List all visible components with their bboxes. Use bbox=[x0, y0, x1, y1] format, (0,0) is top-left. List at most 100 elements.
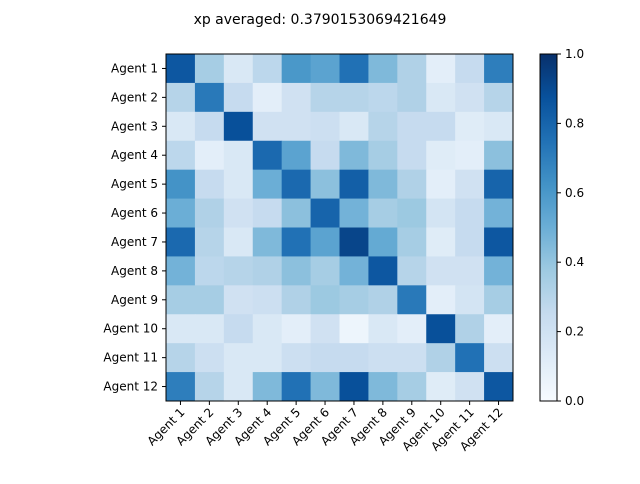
heatmap-cell-r2-c10 bbox=[426, 82, 456, 113]
heatmap-cell-r6-c11 bbox=[455, 198, 485, 228]
heatmap-cell-r2-c8 bbox=[368, 82, 398, 113]
heatmap-cell-r3-c1 bbox=[166, 111, 196, 142]
heatmap-cell-r3-c10 bbox=[426, 111, 456, 142]
colorbar-tick-label: 0.4 bbox=[565, 255, 584, 269]
heatmap-cell-r7-c5 bbox=[281, 227, 312, 257]
heatmap-cell-r3-c6 bbox=[310, 111, 340, 142]
y-tick-label: Agent 11 bbox=[103, 351, 158, 365]
heatmap-cell-r6-c8 bbox=[368, 198, 398, 228]
heatmap-cell-r5-c3 bbox=[223, 169, 254, 200]
heatmap-cell-r4-c2 bbox=[194, 140, 225, 171]
colorbar-tick-label: 0.2 bbox=[565, 325, 584, 339]
y-tick-label: Agent 3 bbox=[111, 119, 158, 133]
heatmap-cell-r6-c9 bbox=[397, 198, 427, 228]
heatmap-cell-r6-c1 bbox=[166, 198, 196, 228]
heatmap-cell-r11-c12 bbox=[484, 343, 514, 373]
heatmap-cell-r10-c5 bbox=[281, 314, 312, 344]
heatmap-cell-r11-c3 bbox=[223, 343, 254, 373]
heatmap-cell-r4-c11 bbox=[455, 140, 485, 171]
heatmap-cell-r2-c5 bbox=[281, 82, 312, 113]
heatmap-cell-r11-c9 bbox=[397, 343, 427, 373]
heatmap-cell-r8-c4 bbox=[252, 256, 283, 286]
heatmap-cell-r8-c11 bbox=[455, 256, 485, 286]
heatmap-cell-r2-c11 bbox=[455, 82, 485, 113]
heatmap-cells bbox=[166, 54, 514, 402]
y-tick-label: Agent 7 bbox=[111, 235, 158, 249]
heatmap-cell-r7-c1 bbox=[166, 227, 196, 257]
chart-title: xp averaged: 0.3790153069421649 bbox=[194, 12, 447, 28]
heatmap-cell-r7-c2 bbox=[194, 227, 225, 257]
heatmap-cell-r5-c1 bbox=[166, 169, 196, 200]
heatmap-cell-r1-c10 bbox=[426, 54, 456, 84]
heatmap-cell-r6-c2 bbox=[194, 198, 225, 228]
heatmap-cell-r12-c8 bbox=[368, 372, 398, 402]
heatmap-cell-r5-c7 bbox=[339, 169, 369, 200]
heatmap-cell-r9-c12 bbox=[484, 285, 514, 315]
heatmap-cell-r3-c4 bbox=[252, 111, 283, 142]
heatmap-cell-r2-c3 bbox=[223, 82, 254, 113]
heatmap-cell-r2-c7 bbox=[339, 82, 369, 113]
heatmap-cell-r11-c2 bbox=[194, 343, 225, 373]
heatmap-cell-r7-c6 bbox=[310, 227, 340, 257]
heatmap-cell-r6-c12 bbox=[484, 198, 514, 228]
colorbar-tick-label: 1.0 bbox=[565, 47, 584, 61]
heatmap-cell-r6-c4 bbox=[252, 198, 283, 228]
heatmap-cell-r8-c6 bbox=[310, 256, 340, 286]
heatmap-cell-r3-c5 bbox=[281, 111, 312, 142]
heatmap-cell-r7-c12 bbox=[484, 227, 514, 257]
heatmap-cell-r7-c10 bbox=[426, 227, 456, 257]
heatmap-cell-r1-c2 bbox=[194, 54, 225, 84]
heatmap-cell-r4-c5 bbox=[281, 140, 312, 171]
heatmap-cell-r4-c12 bbox=[484, 140, 514, 171]
heatmap-cell-r9-c10 bbox=[426, 285, 456, 315]
heatmap-cell-r5-c11 bbox=[455, 169, 485, 200]
heatmap-cell-r1-c8 bbox=[368, 54, 398, 84]
heatmap-cell-r11-c8 bbox=[368, 343, 398, 373]
heatmap-cell-r6-c5 bbox=[281, 198, 312, 228]
heatmap-cell-r4-c8 bbox=[368, 140, 398, 171]
heatmap-cell-r1-c4 bbox=[252, 54, 283, 84]
heatmap-cell-r11-c11 bbox=[455, 343, 485, 373]
heatmap-cell-r1-c12 bbox=[484, 54, 514, 84]
heatmap-cell-r11-c1 bbox=[166, 343, 196, 373]
heatmap-cell-r8-c12 bbox=[484, 256, 514, 286]
heatmap-cell-r12-c2 bbox=[194, 372, 225, 402]
y-tick-label: Agent 9 bbox=[111, 293, 158, 307]
heatmap-cell-r7-c7 bbox=[339, 227, 369, 257]
heatmap-cell-r12-c3 bbox=[223, 372, 254, 402]
heatmap-cell-r10-c10 bbox=[426, 314, 456, 344]
heatmap-cell-r10-c11 bbox=[455, 314, 485, 344]
heatmap-cell-r8-c8 bbox=[368, 256, 398, 286]
heatmap-cell-r8-c5 bbox=[281, 256, 312, 286]
heatmap-cell-r10-c12 bbox=[484, 314, 514, 344]
heatmap-cell-r3-c11 bbox=[455, 111, 485, 142]
heatmap-cell-r12-c12 bbox=[484, 372, 514, 402]
heatmap-cell-r11-c4 bbox=[252, 343, 283, 373]
heatmap-cell-r12-c4 bbox=[252, 372, 283, 402]
heatmap-cell-r10-c2 bbox=[194, 314, 225, 344]
heatmap-cell-r7-c4 bbox=[252, 227, 283, 257]
colorbar-tick-label: 0.0 bbox=[565, 394, 584, 408]
heatmap-cell-r1-c1 bbox=[166, 54, 196, 84]
heatmap-cell-r5-c10 bbox=[426, 169, 456, 200]
heatmap-cell-r5-c4 bbox=[252, 169, 283, 200]
heatmap-cell-r9-c3 bbox=[223, 285, 254, 315]
heatmap-cell-r9-c7 bbox=[339, 285, 369, 315]
heatmap-cell-r8-c9 bbox=[397, 256, 427, 286]
heatmap-cell-r9-c9 bbox=[397, 285, 427, 315]
heatmap-cell-r7-c9 bbox=[397, 227, 427, 257]
heatmap-cell-r3-c7 bbox=[339, 111, 369, 142]
heatmap-cell-r2-c2 bbox=[194, 82, 225, 113]
heatmap-cell-r9-c11 bbox=[455, 285, 485, 315]
heatmap-cell-r9-c6 bbox=[310, 285, 340, 315]
heatmap-cell-r5-c12 bbox=[484, 169, 514, 200]
heatmap-cell-r5-c2 bbox=[194, 169, 225, 200]
heatmap-cell-r6-c3 bbox=[223, 198, 254, 228]
y-tick-label: Agent 12 bbox=[103, 380, 158, 394]
heatmap-cell-r1-c7 bbox=[339, 54, 369, 84]
y-tick-label: Agent 6 bbox=[111, 206, 158, 220]
heatmap-cell-r10-c1 bbox=[166, 314, 196, 344]
heatmap-cell-r12-c6 bbox=[310, 372, 340, 402]
